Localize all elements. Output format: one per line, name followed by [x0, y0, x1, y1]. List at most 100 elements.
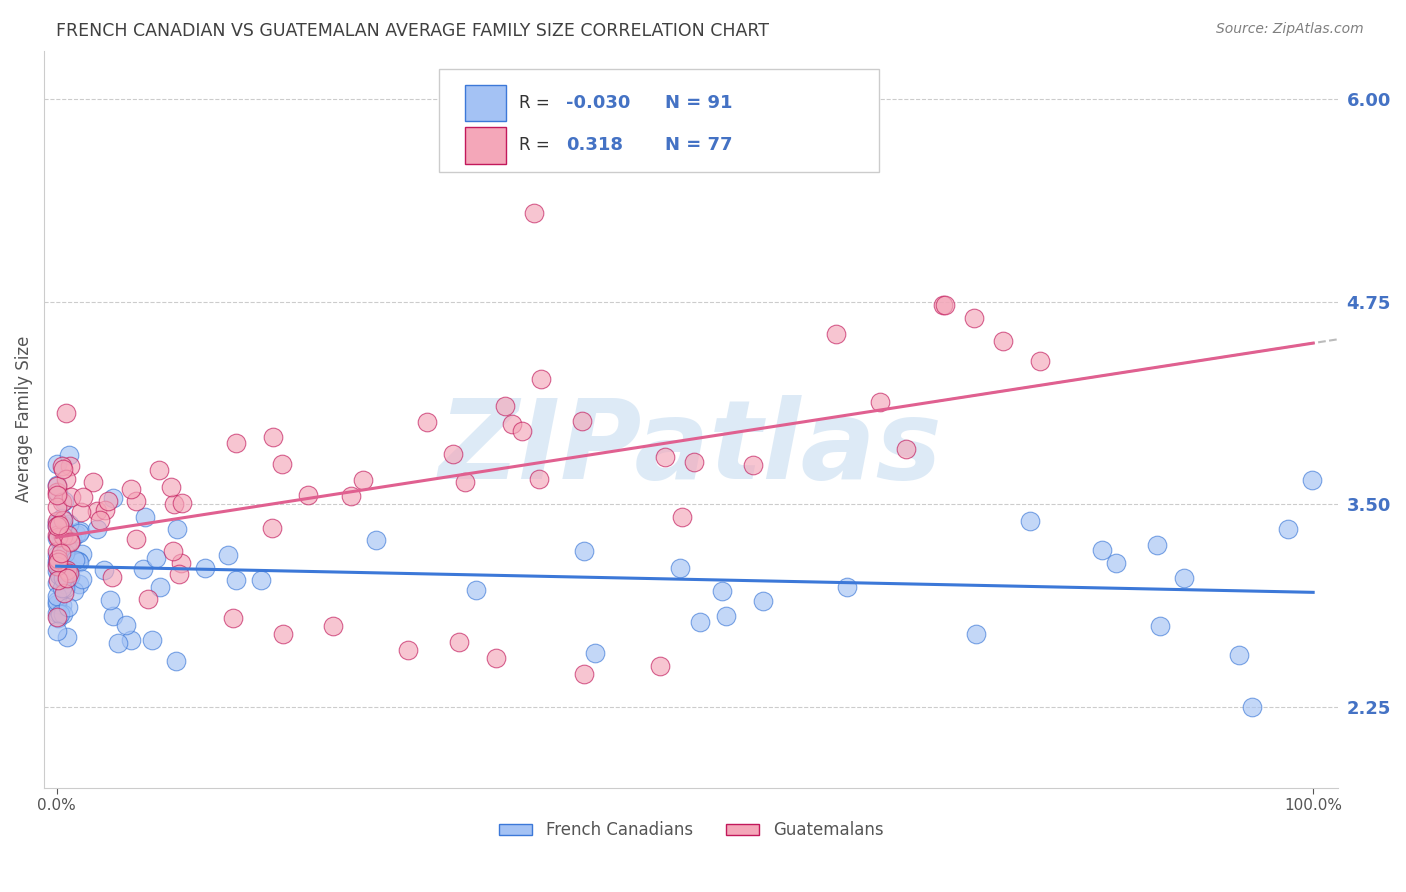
Point	[51, 495, 73, 509]
Point	[45, 543, 67, 558]
Point	[167, 566, 190, 581]
Point	[322, 619, 344, 633]
Point	[52, 586, 75, 600]
Point	[56, 630, 79, 644]
Point	[45, 518, 67, 533]
Point	[70, 505, 93, 519]
Point	[297, 488, 319, 502]
Point	[56, 599, 79, 614]
Point	[447, 635, 470, 649]
Point	[67, 555, 90, 569]
Point	[963, 311, 986, 326]
Point	[58, 566, 80, 581]
Point	[149, 580, 172, 594]
Point	[45, 597, 67, 611]
Point	[49, 545, 72, 559]
Point	[94, 502, 117, 516]
Point	[93, 563, 115, 577]
Point	[45, 565, 67, 579]
Point	[62, 584, 84, 599]
Point	[58, 517, 80, 532]
Text: FRENCH CANADIAN VS GUATEMALAN AVERAGE FAMILY SIZE CORRELATION CHART: FRENCH CANADIAN VS GUATEMALAN AVERAGE FA…	[56, 22, 769, 40]
Point	[56, 540, 79, 554]
Point	[742, 458, 765, 472]
Text: 0.318: 0.318	[565, 136, 623, 154]
Point	[48, 607, 70, 622]
Point	[159, 480, 181, 494]
Point	[60, 532, 83, 546]
Point	[97, 493, 120, 508]
FancyBboxPatch shape	[439, 69, 879, 172]
Point	[1019, 514, 1042, 528]
Point	[59, 459, 82, 474]
Point	[574, 544, 596, 558]
Point	[52, 517, 75, 532]
Point	[1301, 473, 1323, 487]
Point	[464, 583, 486, 598]
Point	[134, 510, 156, 524]
Point	[65, 527, 87, 541]
Point	[46, 555, 69, 569]
Point	[48, 524, 70, 539]
Point	[69, 524, 91, 538]
Point	[59, 490, 82, 504]
Text: N = 77: N = 77	[665, 136, 733, 154]
Point	[46, 516, 69, 530]
Point	[45, 554, 67, 568]
Point	[46, 610, 69, 624]
Point	[53, 552, 76, 566]
Point	[132, 562, 155, 576]
Point	[45, 478, 67, 492]
Point	[55, 406, 77, 420]
Point	[82, 475, 104, 490]
Point	[46, 518, 69, 533]
Point	[56, 565, 79, 579]
Point	[52, 462, 75, 476]
Point	[125, 533, 148, 547]
Point	[510, 424, 533, 438]
Point	[48, 523, 70, 537]
Point	[98, 592, 121, 607]
Point	[340, 489, 363, 503]
Point	[51, 598, 73, 612]
Point	[716, 608, 738, 623]
Point	[835, 580, 858, 594]
Point	[63, 553, 86, 567]
Point	[59, 568, 82, 582]
Point	[52, 607, 75, 621]
Point	[59, 534, 82, 549]
Point	[166, 522, 188, 536]
Point	[398, 643, 420, 657]
Point	[271, 457, 294, 471]
Point	[67, 526, 90, 541]
Point	[120, 633, 142, 648]
Point	[225, 436, 247, 450]
Point	[46, 551, 69, 566]
Point	[654, 450, 676, 464]
Point	[46, 557, 69, 571]
Y-axis label: Average Family Size: Average Family Size	[15, 336, 32, 502]
Point	[103, 491, 125, 506]
Point	[934, 298, 956, 312]
Point	[965, 627, 987, 641]
Point	[45, 514, 67, 528]
Point	[711, 584, 734, 599]
Point	[824, 327, 846, 342]
Point	[53, 546, 76, 560]
Point	[1091, 542, 1114, 557]
FancyBboxPatch shape	[465, 128, 506, 163]
Point	[51, 511, 73, 525]
Point	[45, 548, 67, 562]
Point	[194, 561, 217, 575]
Point	[46, 500, 69, 514]
Point	[45, 575, 67, 590]
Point	[1029, 354, 1052, 368]
Point	[51, 458, 73, 473]
Point	[45, 532, 67, 546]
Point	[45, 527, 67, 541]
Point	[56, 563, 79, 577]
Point	[141, 632, 163, 647]
Point	[1146, 538, 1168, 552]
Point	[45, 590, 67, 604]
Point	[120, 482, 142, 496]
